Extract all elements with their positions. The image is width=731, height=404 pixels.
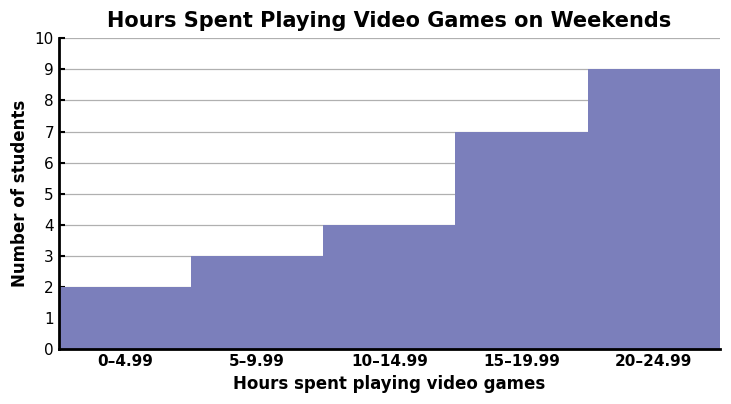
X-axis label: Hours spent playing video games: Hours spent playing video games — [233, 375, 545, 393]
Bar — [191, 256, 323, 349]
Bar — [58, 287, 191, 349]
Bar — [323, 225, 455, 349]
Y-axis label: Number of students: Number of students — [11, 100, 29, 288]
Bar — [588, 69, 720, 349]
Bar — [455, 132, 588, 349]
Title: Hours Spent Playing Video Games on Weekends: Hours Spent Playing Video Games on Weeke… — [107, 11, 672, 31]
